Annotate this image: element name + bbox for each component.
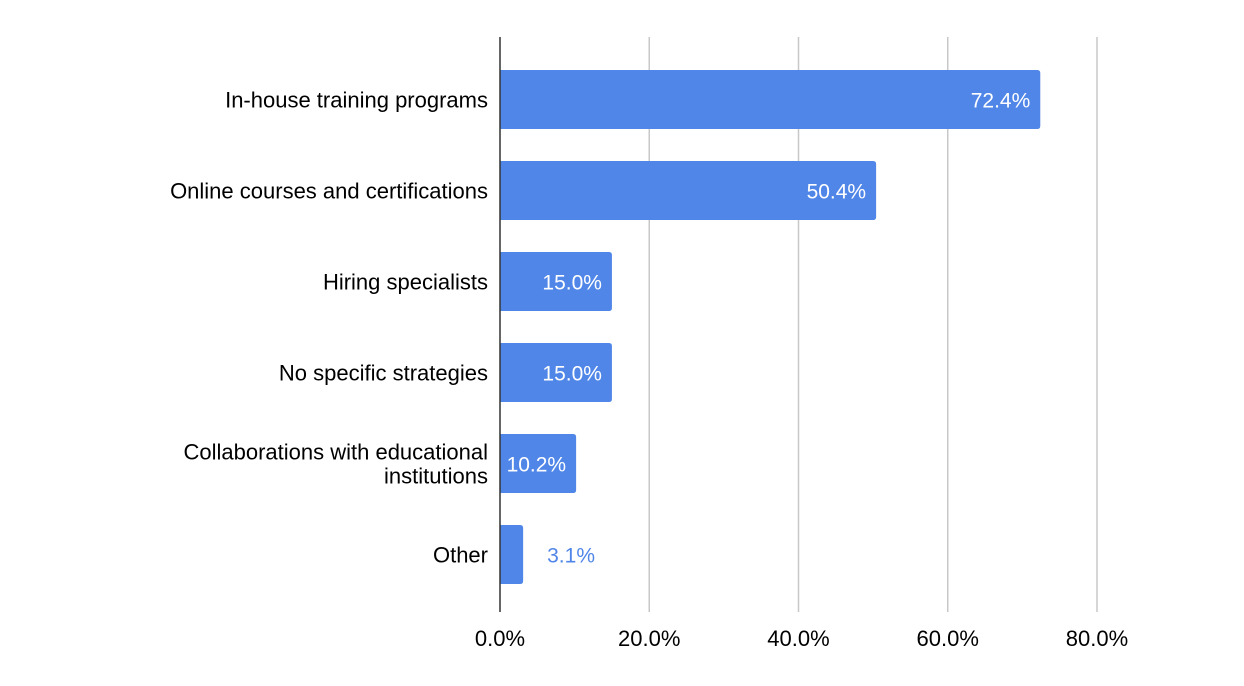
data-label: 3.1%: [547, 545, 595, 568]
bar: [500, 70, 1041, 129]
category-label: Other: [433, 543, 488, 568]
bar: [500, 343, 612, 402]
bar: [500, 161, 877, 220]
bars: [500, 70, 1041, 584]
category-label: In-house training programs: [225, 88, 488, 113]
data-label: 50.4%: [807, 181, 867, 204]
data-label: 10.2%: [507, 454, 567, 477]
bar: [500, 252, 612, 311]
x-tick-label: 0.0%: [475, 626, 525, 651]
category-label: Hiring specialists: [323, 270, 488, 295]
x-tick-label: 60.0%: [917, 626, 979, 651]
category-label: Online courses and certifications: [170, 179, 488, 204]
x-tick-label: 20.0%: [618, 626, 680, 651]
bar: [500, 434, 577, 493]
category-label: Collaborations with educational instituti…: [183, 440, 488, 489]
grid-lines: [648, 37, 1098, 612]
data-labels: 72.4% 50.4% 15.0% 15.0% 10.2% 3.1%: [507, 90, 1031, 568]
x-tick-label: 80.0%: [1066, 626, 1128, 651]
category-label: No specific strategies: [279, 361, 488, 386]
data-label: 72.4%: [971, 90, 1031, 113]
x-tick-label: 40.0%: [767, 626, 829, 651]
x-tick-labels: 0.0% 20.0% 40.0% 60.0% 80.0%: [475, 626, 1128, 651]
data-label: 15.0%: [542, 363, 602, 386]
category-labels: In-house training programs Online courses…: [170, 88, 488, 568]
bar: [500, 525, 524, 584]
data-label: 15.0%: [542, 272, 602, 295]
